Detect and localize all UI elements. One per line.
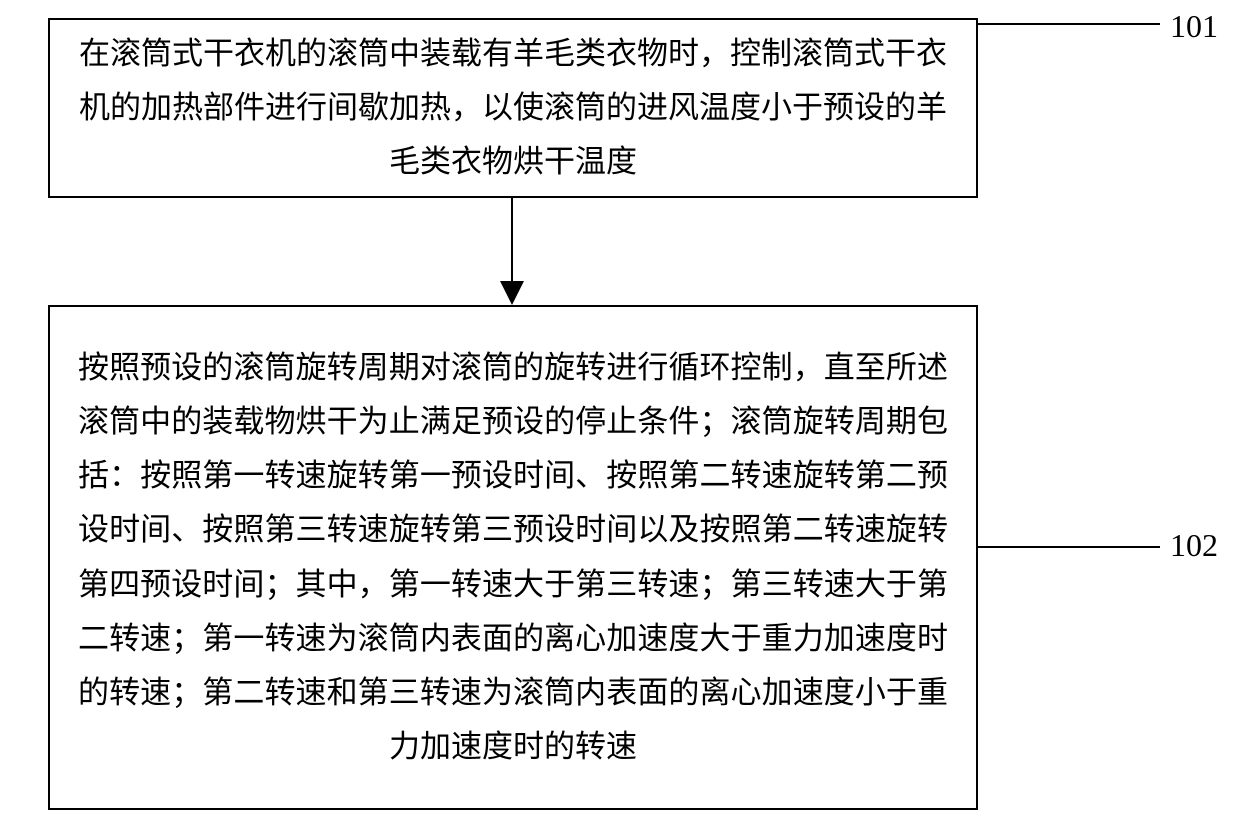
flow-step-2-text: 按照预设的滚筒旋转周期对滚筒的旋转进行循环控制，直至所述滚筒中的装载物烘干为止满… [78,341,948,775]
flow-step-2: 按照预设的滚筒旋转周期对滚筒的旋转进行循环控制，直至所述滚筒中的装载物烘干为止满… [48,305,978,810]
flow-step-1: 在滚筒式干衣机的滚筒中装载有羊毛类衣物时，控制滚筒式干衣机的加热部件进行间歇加热… [48,18,978,198]
flow-step-1-text: 在滚筒式干衣机的滚筒中装载有羊毛类衣物时，控制滚筒式干衣机的加热部件进行间歇加热… [78,27,948,190]
step-label-101: 101 [1170,8,1218,45]
step-label-102: 102 [1170,527,1218,564]
flow-arrow-head [500,281,524,305]
flow-arrow-line [511,198,513,286]
